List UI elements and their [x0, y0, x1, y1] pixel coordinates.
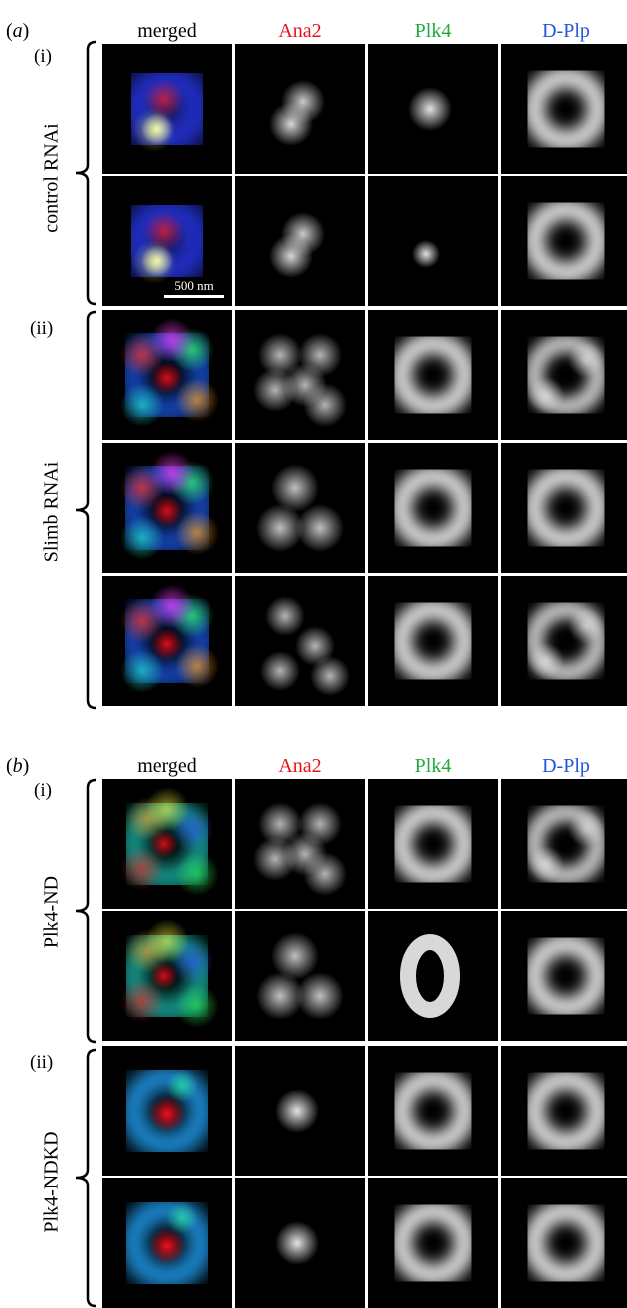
micrograph-tile: [102, 911, 232, 1041]
micrograph-tile: [235, 911, 365, 1041]
micrograph-tile: [368, 576, 498, 706]
group-b-ii-sublabel: (ii): [30, 1052, 54, 1073]
micrograph-tile: [235, 1046, 365, 1176]
brace-control-rnai: [75, 40, 97, 306]
micrograph-tile: [501, 1178, 627, 1308]
brace-plk4-nd: [75, 778, 97, 1044]
column-header-merged: merged: [137, 20, 197, 42]
micrograph-tile: [102, 576, 232, 706]
micrograph-tile: [501, 176, 627, 306]
micrograph-tile: [501, 310, 627, 440]
scale-bar-label: 500 nm: [174, 278, 214, 293]
group-label-control-rnai: control RNAi: [40, 123, 63, 233]
micrograph-tile: [235, 576, 365, 706]
panel-a-label: (a): [6, 20, 30, 42]
column-header-ana2-b: Ana2: [278, 755, 322, 777]
micrograph-tile: [102, 779, 232, 909]
brace-slimb-rnai: [75, 310, 97, 710]
group-label-plk4-nd: Plk4-ND: [40, 875, 63, 949]
scale-bar: 500 nm: [164, 278, 224, 298]
group-label-plk4-ndkd: Plk4-NDKD: [40, 1131, 63, 1233]
micrograph-tile: [368, 176, 498, 306]
column-header-ana2: Ana2: [278, 20, 322, 42]
micrograph-tile: [235, 443, 365, 573]
micrograph-tile: [368, 779, 498, 909]
micrograph-tile: [368, 310, 498, 440]
micrograph-tile: [501, 576, 627, 706]
column-header-dplp: D-Plp: [542, 20, 590, 42]
micrograph-tile: [102, 176, 232, 306]
micrograph-tile: [368, 44, 498, 174]
micrograph-tile: [235, 779, 365, 909]
micrograph-tile: [235, 310, 365, 440]
micrograph-tile: [102, 310, 232, 440]
micrograph-tile: [501, 1046, 627, 1176]
micrograph-tile: [368, 443, 498, 573]
micrograph-tile: [368, 1178, 498, 1308]
group-a-ii-sublabel: (ii): [30, 318, 54, 339]
micrograph-tile: [501, 443, 627, 573]
group-b-i-sublabel: (i): [34, 780, 52, 801]
scale-bar-line: [164, 295, 224, 298]
micrograph-tile: [501, 779, 627, 909]
column-header-merged-b: merged: [137, 755, 197, 777]
micrograph-tile: [102, 443, 232, 573]
micrograph-tile: [235, 44, 365, 174]
micrograph-tile: [102, 1178, 232, 1308]
micrograph-tile: [235, 1178, 365, 1308]
micrograph-tile: [368, 1046, 498, 1176]
column-header-plk4: Plk4: [414, 20, 452, 42]
micrograph-tile: [235, 176, 365, 306]
panel-b-label: (b): [6, 755, 30, 777]
micrograph-tile: [102, 1046, 232, 1176]
group-label-slimb-rnai: Slimb RNAi: [40, 461, 63, 563]
micrograph-tile: [501, 911, 627, 1041]
micrograph-tile: [368, 911, 498, 1041]
column-header-dplp-b: D-Plp: [542, 755, 590, 777]
group-a-i-sublabel: (i): [34, 46, 52, 67]
micrograph-tile: [501, 44, 627, 174]
micrograph-tile: [102, 44, 232, 174]
brace-plk4-ndkd: [75, 1048, 97, 1308]
column-header-plk4-b: Plk4: [414, 755, 452, 777]
